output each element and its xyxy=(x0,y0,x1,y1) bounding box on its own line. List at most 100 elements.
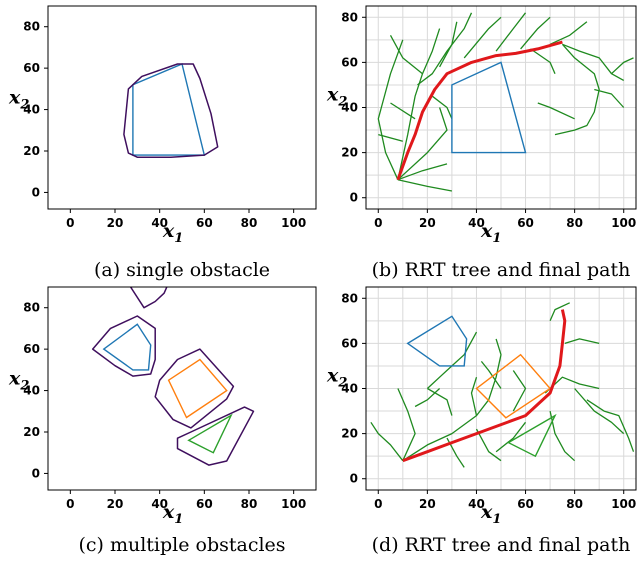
y-tick-label: 60 xyxy=(341,55,358,69)
x-axis-label: x1 xyxy=(162,220,183,246)
final-path xyxy=(396,40,563,181)
y-tick-label: 20 xyxy=(23,144,40,158)
y-tick-label: 0 xyxy=(32,466,40,480)
plot-area-b xyxy=(377,12,634,192)
x-tick-label: 20 xyxy=(107,216,124,230)
panel-b: 0 20 40 60 80 100 0 20 40 60 80 x1 x2 (b) RRT tree an… xyxy=(326,5,637,281)
y-tick-label: 0 xyxy=(350,191,358,205)
x-tick-label: 0 xyxy=(374,216,382,230)
tree-branch xyxy=(397,107,448,181)
panel-caption: (a) single obstacle xyxy=(94,259,270,281)
x-tick-label: 40 xyxy=(151,216,168,230)
tree-branch xyxy=(431,95,453,120)
tree-branch xyxy=(549,410,576,462)
x-axis-label: x1 xyxy=(162,501,183,527)
x-tick-label: 60 xyxy=(517,497,534,511)
tree-branch xyxy=(537,102,575,120)
x-tick-label: 80 xyxy=(566,216,583,230)
tree-branch xyxy=(586,399,635,452)
tree-branch xyxy=(470,377,478,416)
x-axis-label: x1 xyxy=(480,501,501,527)
tree-branch xyxy=(594,88,625,108)
tree-branch xyxy=(397,179,453,192)
tree-branch xyxy=(574,388,625,435)
x-tick-label: 20 xyxy=(419,216,436,230)
x-tick-label: 60 xyxy=(517,216,534,230)
tree-branch xyxy=(562,43,625,81)
tree-branch xyxy=(439,21,458,68)
y-tick-label: 20 xyxy=(341,146,358,160)
inflated-boundary xyxy=(154,348,235,429)
y-tick-label: 40 xyxy=(341,101,358,115)
y-tick-label: 0 xyxy=(350,472,358,486)
obstacle-polygon xyxy=(187,413,233,454)
y-axis-label: x2 xyxy=(326,365,347,391)
y-tick-label: 60 xyxy=(23,61,40,75)
x-tick-label: 0 xyxy=(66,216,74,230)
y-tick-label: 40 xyxy=(23,103,40,117)
y-tick-label: 40 xyxy=(341,382,358,396)
x-tick-label: 60 xyxy=(196,216,213,230)
x-tick-label: 0 xyxy=(66,497,74,511)
tree-branch xyxy=(378,133,403,142)
plot-area-d xyxy=(370,302,635,468)
x-tick-label: 100 xyxy=(611,216,636,230)
obstacle-polygon xyxy=(451,61,527,154)
tree-branch xyxy=(512,370,527,412)
obstacle-polygon xyxy=(406,315,468,367)
tree-branch xyxy=(520,16,551,50)
axes-frame xyxy=(47,286,317,491)
y-tick-label: 80 xyxy=(23,301,40,315)
panel-c: 0 20 40 60 80 100 0 20 40 60 80 x1 x2 (c) multiple ob… xyxy=(8,286,317,556)
x-axis-label: x1 xyxy=(480,220,501,246)
tree-branch xyxy=(495,421,527,453)
x-tick-label: 20 xyxy=(419,497,436,511)
panel-caption: (b) RRT tree and final path xyxy=(372,259,631,281)
tree-branch xyxy=(370,421,404,462)
y-tick-label: 80 xyxy=(341,291,358,305)
x-tick-label: 80 xyxy=(566,497,583,511)
plot-area-c xyxy=(91,287,255,466)
y-axis-label: x2 xyxy=(326,84,347,110)
x-tick-label: 0 xyxy=(374,497,382,511)
tree-branch xyxy=(549,21,588,45)
final-path xyxy=(402,309,567,463)
tree-branch xyxy=(549,302,570,322)
x-tick-label: 40 xyxy=(468,497,485,511)
panel-caption: (c) multiple obstacles xyxy=(78,534,285,556)
y-tick-label: 40 xyxy=(23,384,40,398)
obstacle-polygon xyxy=(475,353,552,419)
obstacle-polygon xyxy=(506,413,557,458)
tree-branch xyxy=(417,12,473,86)
obstacle-polygon xyxy=(132,63,206,156)
obstacle-polygon xyxy=(102,323,152,371)
tree-branch xyxy=(480,360,502,389)
x-tick-label: 80 xyxy=(241,497,258,511)
x-tick-label: 80 xyxy=(241,216,258,230)
tree-branch xyxy=(397,163,448,181)
tree-branch xyxy=(564,338,600,345)
x-tick-label: 100 xyxy=(281,497,306,511)
x-tick-label: 100 xyxy=(281,216,306,230)
y-axis-label: x2 xyxy=(8,86,29,112)
x-tick-label: 40 xyxy=(468,216,485,230)
plot-area-a xyxy=(123,63,219,158)
tree-branch xyxy=(390,102,416,120)
y-tick-label: 20 xyxy=(23,425,40,439)
panel-a: 0 20 40 60 80 100 0 20 40 60 80 x1 x2 (a) single obst… xyxy=(8,5,317,281)
y-tick-label: 60 xyxy=(341,336,358,350)
y-tick-label: 0 xyxy=(32,185,40,199)
tree-branch xyxy=(611,57,634,75)
obstacle-polygon xyxy=(167,358,228,419)
y-tick-label: 60 xyxy=(23,342,40,356)
tree-branch xyxy=(530,48,556,74)
tree-branch xyxy=(554,43,600,136)
inflated-boundary xyxy=(129,287,168,309)
x-tick-label: 100 xyxy=(611,497,636,511)
tree-branch xyxy=(414,388,441,408)
tree-branch xyxy=(389,34,423,75)
tree-branch xyxy=(397,28,441,180)
x-tick-label: 60 xyxy=(196,497,213,511)
tree-branch xyxy=(488,338,502,401)
